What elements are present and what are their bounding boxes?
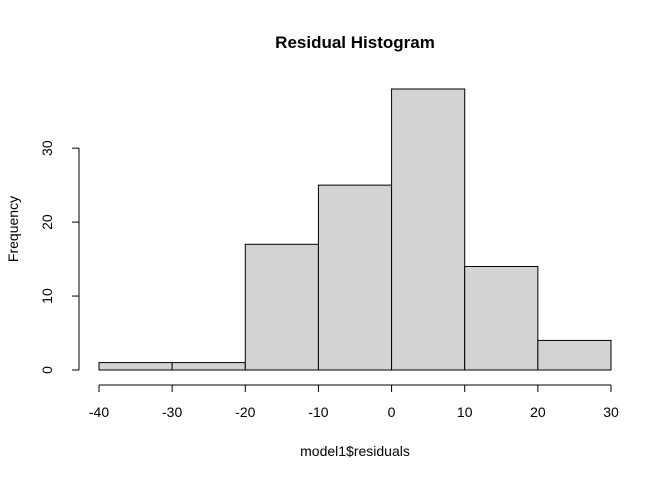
chart-title: Residual Histogram xyxy=(275,33,435,52)
x-tick-label-6: 20 xyxy=(530,404,546,420)
x-tick-label-2: -20 xyxy=(235,404,255,420)
x-axis-label: model1$residuals xyxy=(300,443,410,459)
x-tick-label-4: 0 xyxy=(388,404,396,420)
x-axis: -40 -30 -20 -10 0 10 20 30 xyxy=(89,384,619,420)
x-tick-label-1: -30 xyxy=(162,404,182,420)
x-tick-label-0: -40 xyxy=(89,404,109,420)
y-axis: 0 10 20 30 xyxy=(39,140,80,374)
histogram-bar-3 xyxy=(317,184,393,371)
histogram-bar-4 xyxy=(391,88,466,371)
x-tick-label-7: 30 xyxy=(603,404,619,420)
histogram-bar-6 xyxy=(537,339,612,371)
x-tick-label-5: 10 xyxy=(457,404,473,420)
y-tick-label-2: 20 xyxy=(39,214,55,230)
y-axis-label: Frequency xyxy=(5,196,21,262)
histogram-bar-5 xyxy=(464,265,539,371)
bars-group xyxy=(98,88,612,371)
y-tick-label-0: 0 xyxy=(39,366,55,374)
histogram-bar-1 xyxy=(171,362,246,371)
y-tick-label-3: 30 xyxy=(39,140,55,156)
histogram-bar-0 xyxy=(98,362,173,371)
x-tick-label-3: -10 xyxy=(308,404,328,420)
y-tick-label-1: 10 xyxy=(39,288,55,304)
histogram-bar-2 xyxy=(244,243,319,371)
